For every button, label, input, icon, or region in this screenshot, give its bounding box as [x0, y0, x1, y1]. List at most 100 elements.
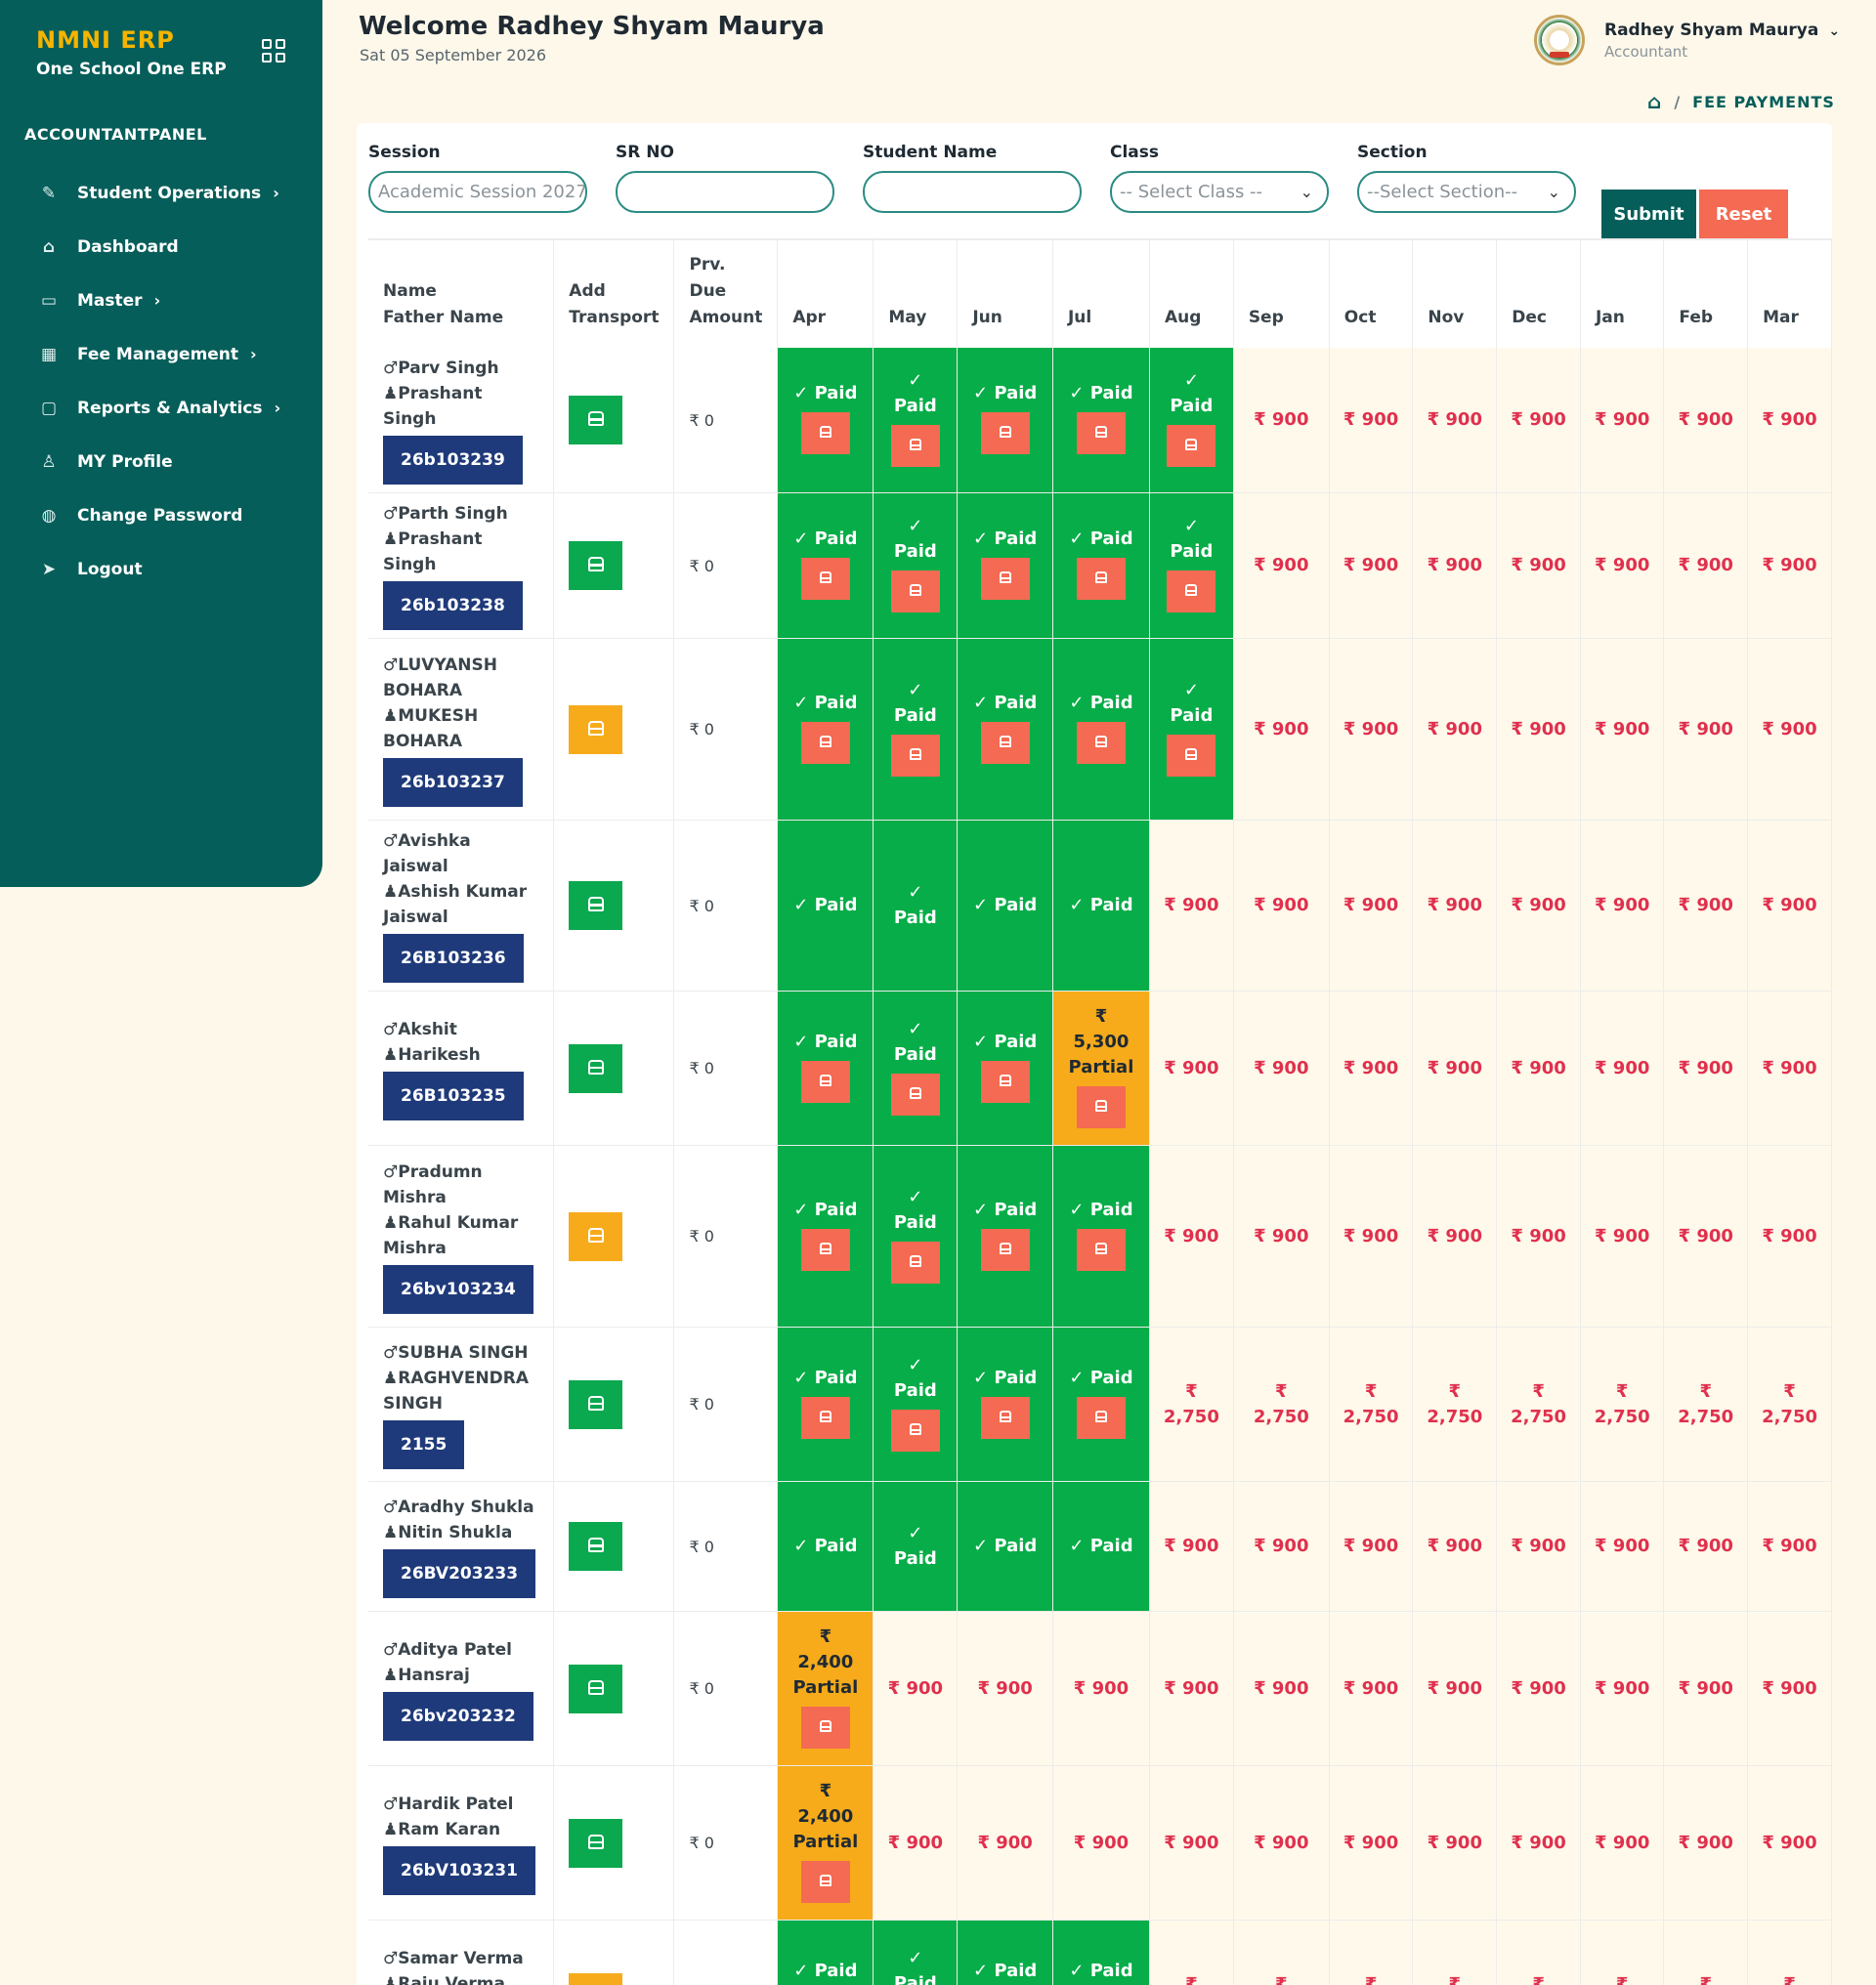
fee-cell-jan[interactable]: ₹ 900: [1580, 820, 1665, 992]
srno-badge[interactable]: 26B103235: [383, 1071, 524, 1120]
add-transport-button[interactable]: [569, 541, 623, 590]
fee-cell-nov[interactable]: ₹1,250: [1412, 1920, 1498, 1985]
fee-cell-apr[interactable]: ✓ Paid: [777, 492, 874, 639]
transport-fee-bus-icon[interactable]: [980, 558, 1030, 600]
fee-cell-dec[interactable]: ₹ 900: [1496, 1481, 1581, 1612]
fee-cell-jun[interactable]: ✓ Paid: [957, 1920, 1053, 1985]
transport-fee-bus-icon[interactable]: [980, 1396, 1030, 1439]
fee-cell-jun[interactable]: ✓ Paid: [957, 991, 1053, 1146]
fee-cell-jul[interactable]: ✓ Paid: [1052, 1145, 1150, 1328]
srno-badge[interactable]: 26bv103234: [383, 1264, 533, 1314]
fee-cell-jan[interactable]: ₹ 900: [1580, 991, 1665, 1146]
add-transport-button[interactable]: [569, 1211, 623, 1261]
fee-table-container[interactable]: Name Father Name Add Transport Prv. Due Amount…: [368, 238, 1832, 1985]
fee-cell-feb[interactable]: ₹ 900: [1663, 492, 1749, 639]
fee-cell-jun[interactable]: ✓ Paid: [957, 1145, 1053, 1328]
fee-cell-aug[interactable]: ₹ 900: [1149, 1481, 1234, 1612]
fee-cell-feb[interactable]: ₹ 900: [1663, 1765, 1749, 1921]
transport-fee-bus-icon[interactable]: [1076, 1085, 1126, 1128]
add-transport-button[interactable]: [569, 881, 623, 930]
srno-badge[interactable]: 26B103236: [383, 934, 524, 983]
user-menu[interactable]: Radhey Shyam Maurya ⌄ Accountant: [1534, 15, 1840, 65]
sidebar-item-my-profile[interactable]: ♙ MY Profile: [0, 435, 322, 488]
fee-cell-apr[interactable]: ✓ Paid: [777, 348, 874, 493]
fee-cell-dec[interactable]: ₹1,250: [1496, 1920, 1581, 1985]
add-transport-button[interactable]: [569, 1818, 623, 1868]
transport-fee-bus-icon[interactable]: [980, 1060, 1030, 1103]
fee-cell-may[interactable]: ₹ 900: [873, 1765, 959, 1921]
srno-badge[interactable]: 26bV103231: [383, 1845, 535, 1895]
fee-cell-oct[interactable]: ₹ 900: [1329, 1611, 1414, 1766]
fee-cell-feb[interactable]: ₹ 900: [1663, 991, 1749, 1146]
class-select[interactable]: -- Select Class -- ⌄: [1110, 171, 1329, 213]
fee-cell-jun[interactable]: ✓ Paid: [957, 1327, 1053, 1482]
fee-cell-mar[interactable]: ₹ 900: [1747, 348, 1832, 493]
fee-cell-aug[interactable]: ₹ 900: [1149, 820, 1234, 992]
fee-cell-aug[interactable]: ₹ 900: [1149, 1145, 1234, 1328]
transport-fee-bus-icon[interactable]: [890, 425, 940, 467]
fee-cell-jun[interactable]: ✓ Paid: [957, 492, 1053, 639]
fee-cell-dec[interactable]: ₹ 900: [1496, 1145, 1581, 1328]
student-name-input[interactable]: [863, 171, 1082, 213]
srno-badge[interactable]: 26BV203233: [383, 1549, 536, 1598]
fee-cell-may[interactable]: ✓ Paid: [873, 1920, 959, 1985]
submit-button[interactable]: Submit: [1601, 190, 1696, 238]
fee-cell-oct[interactable]: ₹ 900: [1329, 348, 1414, 493]
fee-cell-mar[interactable]: ₹ 900: [1747, 991, 1832, 1146]
transport-fee-bus-icon[interactable]: [800, 721, 850, 764]
fee-cell-jul[interactable]: ✓ Paid: [1052, 1920, 1150, 1985]
fee-cell-aug[interactable]: ₹2,750: [1149, 1327, 1234, 1482]
fee-cell-nov[interactable]: ₹ 900: [1412, 991, 1498, 1146]
add-transport-button[interactable]: [569, 1043, 623, 1093]
home-icon[interactable]: ⌂: [1647, 90, 1663, 113]
fee-cell-sep[interactable]: ₹ 900: [1233, 492, 1330, 639]
fee-cell-sep[interactable]: ₹1,250: [1233, 1920, 1330, 1985]
fee-cell-may[interactable]: ✓ Paid: [873, 1481, 959, 1612]
fee-cell-dec[interactable]: ₹ 900: [1496, 1611, 1581, 1766]
transport-fee-bus-icon[interactable]: [1076, 412, 1126, 454]
fee-cell-dec[interactable]: ₹2,750: [1496, 1327, 1581, 1482]
fee-cell-mar[interactable]: ₹ 900: [1747, 1765, 1832, 1921]
fee-cell-aug[interactable]: ✓ Paid: [1149, 348, 1234, 493]
fee-cell-feb[interactable]: ₹ 900: [1663, 638, 1749, 821]
fee-cell-jun[interactable]: ₹ 900: [957, 1611, 1053, 1766]
fee-cell-feb[interactable]: ₹2,750: [1663, 1327, 1749, 1482]
fee-cell-jul[interactable]: ✓ Paid: [1052, 820, 1150, 992]
session-input[interactable]: Academic Session 2027: [368, 171, 587, 213]
fee-cell-mar[interactable]: ₹ 900: [1747, 638, 1832, 821]
transport-fee-bus-icon[interactable]: [980, 721, 1030, 764]
fee-cell-jan[interactable]: ₹ 900: [1580, 1611, 1665, 1766]
fee-cell-apr[interactable]: ✓ Paid: [777, 638, 874, 821]
fee-cell-jan[interactable]: ₹ 900: [1580, 492, 1665, 639]
fee-cell-feb[interactable]: ₹ 900: [1663, 820, 1749, 992]
fee-cell-nov[interactable]: ₹ 900: [1412, 492, 1498, 639]
fee-cell-nov[interactable]: ₹2,750: [1412, 1327, 1498, 1482]
fee-cell-jul[interactable]: ₹ 900: [1052, 1765, 1150, 1921]
fee-cell-nov[interactable]: ₹ 900: [1412, 1765, 1498, 1921]
fee-cell-sep[interactable]: ₹ 900: [1233, 348, 1330, 493]
transport-fee-bus-icon[interactable]: [890, 570, 940, 612]
fee-cell-jul[interactable]: ₹ 900: [1052, 1611, 1150, 1766]
fee-cell-may[interactable]: ₹ 900: [873, 1611, 959, 1766]
fee-cell-sep[interactable]: ₹ 900: [1233, 1611, 1330, 1766]
transport-fee-bus-icon[interactable]: [800, 1860, 850, 1903]
transport-fee-bus-icon[interactable]: [800, 1228, 850, 1271]
fee-cell-oct[interactable]: ₹2,750: [1329, 1327, 1414, 1482]
sidebar-item-fee-management[interactable]: ▦ Fee Management ›: [0, 327, 322, 381]
fee-cell-dec[interactable]: ₹ 900: [1496, 348, 1581, 493]
fee-cell-apr[interactable]: ₹2,400 Partial: [777, 1611, 874, 1766]
transport-fee-bus-icon[interactable]: [890, 1241, 940, 1284]
fee-cell-aug[interactable]: ✓ Paid: [1149, 492, 1234, 639]
fee-cell-jun[interactable]: ✓ Paid: [957, 1481, 1053, 1612]
sidebar-item-master[interactable]: ▭ Master ›: [0, 274, 322, 327]
fee-cell-mar[interactable]: ₹1,250: [1747, 1920, 1832, 1985]
fee-cell-apr[interactable]: ✓ Paid: [777, 1920, 874, 1985]
fee-cell-may[interactable]: ✓ Paid: [873, 492, 959, 639]
fee-cell-nov[interactable]: ₹ 900: [1412, 1145, 1498, 1328]
fee-cell-apr[interactable]: ✓ Paid: [777, 1481, 874, 1612]
fee-cell-feb[interactable]: ₹ 900: [1663, 1145, 1749, 1328]
fee-cell-jan[interactable]: ₹ 900: [1580, 1145, 1665, 1328]
fee-cell-mar[interactable]: ₹ 900: [1747, 1611, 1832, 1766]
fee-cell-jan[interactable]: ₹ 900: [1580, 348, 1665, 493]
fee-cell-jun[interactable]: ✓ Paid: [957, 638, 1053, 821]
